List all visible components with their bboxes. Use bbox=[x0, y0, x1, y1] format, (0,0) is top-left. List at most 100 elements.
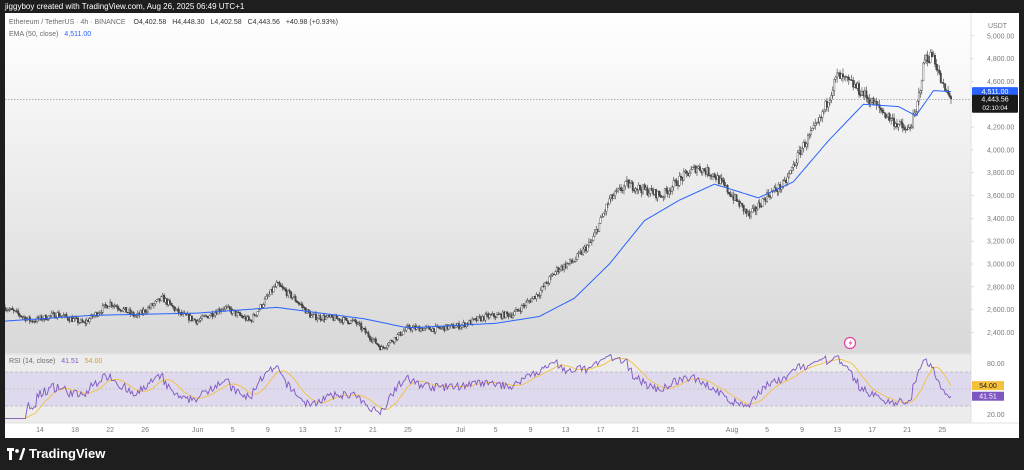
lightning-icon[interactable] bbox=[843, 336, 857, 350]
candle-body bbox=[335, 315, 338, 319]
candle-body bbox=[386, 345, 389, 348]
candle-body bbox=[385, 347, 387, 349]
candle-body bbox=[509, 314, 512, 317]
candle-body bbox=[504, 311, 507, 319]
candle-body bbox=[79, 319, 82, 323]
candle-body bbox=[853, 84, 856, 88]
candle-body bbox=[515, 309, 517, 312]
price-tick-label: 3,600.00 bbox=[987, 193, 1014, 200]
candle-body bbox=[856, 83, 859, 89]
candle-body bbox=[842, 73, 844, 77]
candle-body bbox=[920, 80, 923, 91]
candle-body bbox=[341, 319, 344, 323]
chart-panel[interactable]: 5,000.004,800.004,600.004,400.004,200.00… bbox=[5, 13, 1019, 438]
candle-body bbox=[123, 307, 126, 309]
candle-body bbox=[580, 251, 583, 255]
candle-body bbox=[501, 311, 504, 319]
candle-body bbox=[894, 123, 897, 127]
candle-body bbox=[863, 90, 866, 97]
candle-body bbox=[65, 314, 68, 318]
candle-body bbox=[23, 316, 25, 318]
candle-body bbox=[571, 261, 574, 263]
price-tick-label: 4,600.00 bbox=[987, 79, 1014, 86]
candle-body bbox=[148, 307, 151, 309]
candle-body bbox=[367, 332, 370, 337]
candle-body bbox=[583, 246, 586, 250]
candle-body bbox=[807, 135, 809, 145]
candle-body bbox=[268, 293, 271, 297]
candle-body bbox=[650, 188, 653, 191]
price-tick-label: 5,000.00 bbox=[987, 33, 1014, 40]
time-tick-label: 17 bbox=[868, 427, 876, 434]
candle-body bbox=[623, 185, 625, 191]
candle-body bbox=[458, 323, 460, 329]
candle-body bbox=[884, 112, 887, 118]
legend-ohlc-line: Ethereum / TetherUS · 4h · BINANCE O4,40… bbox=[9, 19, 338, 26]
candle-body bbox=[589, 241, 592, 243]
price-chart[interactable]: 5,000.004,800.004,600.004,400.004,200.00… bbox=[5, 13, 1019, 438]
candle-body bbox=[947, 90, 950, 94]
candle-body bbox=[620, 187, 622, 191]
candle-body bbox=[263, 298, 266, 305]
candle-body bbox=[685, 170, 688, 174]
candle-body bbox=[901, 123, 904, 128]
candle-body bbox=[615, 190, 618, 192]
candle-body bbox=[598, 223, 601, 232]
candle-body bbox=[503, 311, 506, 319]
ema-badge-label: 4,511.00 bbox=[982, 89, 1009, 96]
price-axis-background[interactable] bbox=[971, 13, 1019, 438]
candle-body bbox=[640, 189, 643, 194]
candle-body bbox=[383, 347, 386, 349]
candle-body bbox=[472, 318, 475, 320]
candle-body bbox=[317, 315, 320, 319]
candle-body bbox=[643, 184, 646, 190]
candle-body bbox=[611, 194, 614, 199]
candle-body bbox=[671, 186, 674, 192]
candle-body bbox=[345, 317, 348, 321]
candle-body bbox=[534, 296, 536, 299]
candle-body bbox=[602, 213, 605, 217]
candle-body bbox=[687, 172, 690, 177]
candle-body bbox=[347, 320, 349, 324]
candle-body bbox=[160, 296, 163, 302]
candle-body bbox=[538, 295, 541, 297]
candle-body bbox=[760, 206, 763, 208]
candle-body bbox=[788, 173, 790, 178]
candle-body bbox=[786, 176, 789, 183]
candle-body bbox=[507, 313, 510, 317]
candle-body bbox=[119, 309, 122, 311]
legend-rsi-value: 41.51 bbox=[61, 358, 79, 365]
candle-body bbox=[830, 95, 833, 101]
candle-body bbox=[58, 312, 60, 317]
candle-body bbox=[789, 170, 792, 174]
candle-body bbox=[44, 315, 47, 321]
candle-body bbox=[576, 253, 579, 260]
time-axis-ticks[interactable]: 14 18 22 26 Jun 5 9 13 17 21 25 Jul 5 9 13 17 21 25 Aug 5 9 1… bbox=[36, 427, 946, 434]
candle-body bbox=[736, 200, 739, 202]
candle-body bbox=[174, 309, 177, 311]
candle-body bbox=[117, 308, 120, 310]
time-tick-label: Aug bbox=[726, 427, 739, 434]
candle-body bbox=[388, 342, 390, 346]
candle-body bbox=[928, 61, 931, 63]
candle-body bbox=[355, 321, 358, 325]
candle-body bbox=[198, 320, 201, 322]
candle-body bbox=[484, 314, 487, 321]
candle-body bbox=[144, 309, 147, 313]
candle-body bbox=[605, 204, 608, 212]
candle-body bbox=[163, 295, 166, 303]
footer-logo-text: TradingView bbox=[29, 446, 106, 461]
candle-body bbox=[227, 306, 230, 308]
candle-body bbox=[621, 190, 624, 191]
candle-body bbox=[912, 114, 914, 128]
candle-body bbox=[796, 152, 799, 164]
candle-body bbox=[339, 319, 342, 322]
candle-body bbox=[33, 321, 36, 323]
candle-body bbox=[199, 318, 202, 321]
candle-body bbox=[582, 248, 585, 255]
candle-body bbox=[158, 298, 161, 302]
candle-body bbox=[679, 175, 682, 178]
candle-body bbox=[909, 127, 912, 129]
candle-body bbox=[287, 290, 290, 296]
candle-body bbox=[433, 328, 436, 333]
